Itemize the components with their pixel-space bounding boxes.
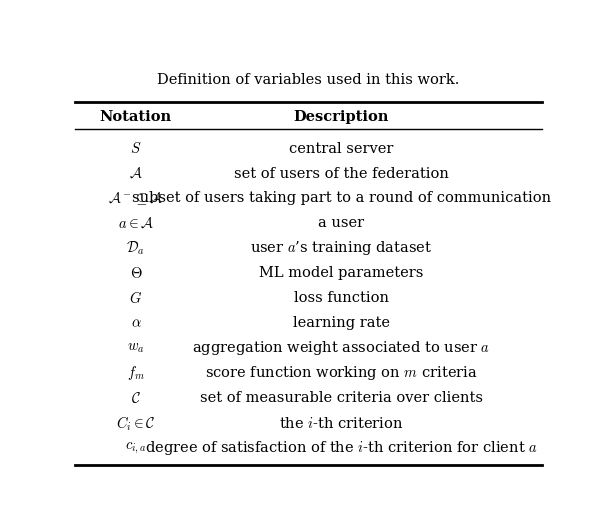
Text: $S$: $S$ [130, 141, 141, 156]
Text: $\alpha$: $\alpha$ [131, 317, 141, 330]
Text: Description: Description [294, 109, 389, 124]
Text: aggregation weight associated to user $a$: aggregation weight associated to user $a… [192, 339, 490, 357]
Text: $a \in \mathcal{A}$: $a \in \mathcal{A}$ [118, 216, 154, 231]
Text: ML model parameters: ML model parameters [259, 267, 423, 280]
Text: $\mathcal{D}_a$: $\mathcal{D}_a$ [126, 240, 146, 257]
Text: central server: central server [289, 141, 393, 156]
Text: $f_m$: $f_m$ [127, 365, 145, 382]
Text: the $i$-th criterion: the $i$-th criterion [279, 416, 403, 431]
Text: score function working on $m$ criteria: score function working on $m$ criteria [205, 365, 477, 382]
Text: $c_{i,a}$: $c_{i,a}$ [125, 441, 147, 456]
Text: Definition of variables used in this work.: Definition of variables used in this wor… [157, 73, 460, 87]
Text: $w_a$: $w_a$ [127, 341, 144, 356]
Text: $\Theta$: $\Theta$ [129, 266, 142, 281]
Text: learning rate: learning rate [293, 317, 389, 330]
Text: $G$: $G$ [129, 290, 143, 307]
Text: set of users of the federation: set of users of the federation [234, 167, 448, 180]
Text: degree of satisfaction of the $i$-th criterion for client $a$: degree of satisfaction of the $i$-th cri… [145, 439, 538, 457]
Text: set of measurable criteria over clients: set of measurable criteria over clients [200, 391, 483, 406]
Text: a user: a user [318, 217, 364, 230]
Text: user $a$’s training dataset: user $a$’s training dataset [250, 239, 432, 257]
Text: $C_i \in \mathcal{C}$: $C_i \in \mathcal{C}$ [116, 414, 156, 432]
Text: $\mathcal{A}^- \subseteq \mathcal{A}$: $\mathcal{A}^- \subseteq \mathcal{A}$ [108, 190, 163, 207]
Text: $\mathcal{C}$: $\mathcal{C}$ [131, 391, 141, 406]
Text: Notation: Notation [100, 109, 172, 124]
Text: $\mathcal{A}$: $\mathcal{A}$ [129, 166, 143, 181]
Text: loss function: loss function [294, 291, 389, 306]
Text: subset of users taking part to a round of communication: subset of users taking part to a round o… [132, 191, 551, 206]
